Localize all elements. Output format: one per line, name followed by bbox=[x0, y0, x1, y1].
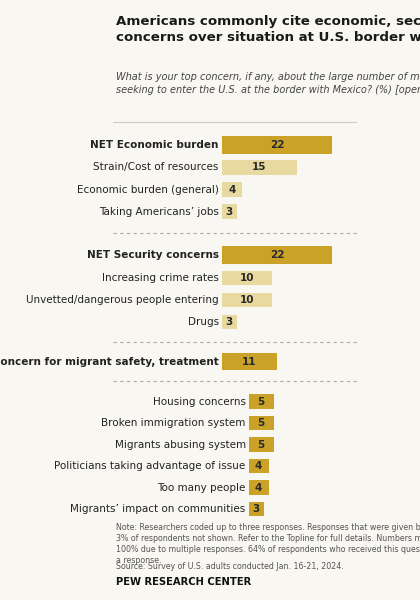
Text: Drugs: Drugs bbox=[188, 317, 219, 327]
Text: 15: 15 bbox=[252, 163, 267, 172]
Bar bbox=[222, 160, 297, 175]
Text: Source: Survey of U.S. adults conducted Jan. 16-21, 2024.: Source: Survey of U.S. adults conducted … bbox=[116, 562, 344, 571]
Text: 4: 4 bbox=[228, 185, 236, 194]
Text: 3: 3 bbox=[252, 504, 260, 514]
Text: Housing concerns: Housing concerns bbox=[152, 397, 246, 407]
Text: Note: Researchers coded up to three responses. Responses that were given by fewe: Note: Researchers coded up to three resp… bbox=[116, 523, 420, 565]
Text: NET Concern for migrant safety, treatment: NET Concern for migrant safety, treatmen… bbox=[0, 356, 219, 367]
Text: Politicians taking advantage of issue: Politicians taking advantage of issue bbox=[54, 461, 246, 471]
Text: Migrants abusing system: Migrants abusing system bbox=[115, 440, 246, 449]
Bar bbox=[249, 481, 269, 494]
Bar bbox=[249, 459, 269, 473]
Bar bbox=[249, 416, 274, 430]
Text: 4: 4 bbox=[255, 461, 262, 471]
Text: Unvetted/dangerous people entering: Unvetted/dangerous people entering bbox=[26, 295, 219, 305]
Text: 4: 4 bbox=[255, 482, 262, 493]
Text: Broken immigration system: Broken immigration system bbox=[101, 418, 246, 428]
Text: 11: 11 bbox=[242, 356, 257, 367]
Text: 22: 22 bbox=[270, 250, 284, 260]
Text: Increasing crime rates: Increasing crime rates bbox=[102, 273, 219, 283]
Text: Economic burden (general): Economic burden (general) bbox=[77, 185, 219, 194]
Text: NET Security concerns: NET Security concerns bbox=[87, 250, 219, 260]
Text: 22: 22 bbox=[270, 140, 284, 150]
Text: 10: 10 bbox=[239, 273, 254, 283]
Bar bbox=[222, 182, 242, 197]
Text: 3: 3 bbox=[226, 206, 233, 217]
Bar bbox=[249, 437, 274, 452]
Text: 5: 5 bbox=[257, 418, 265, 428]
Text: 10: 10 bbox=[239, 295, 254, 305]
Text: What is your top concern, if any, about the large number of migrants
seeking to : What is your top concern, if any, about … bbox=[116, 72, 420, 95]
Bar bbox=[222, 136, 332, 154]
Text: Americans commonly cite economic, security
concerns over situation at U.S. borde: Americans commonly cite economic, securi… bbox=[116, 14, 420, 44]
Text: NET Economic burden: NET Economic burden bbox=[90, 140, 219, 150]
Text: Migrants’ impact on communities: Migrants’ impact on communities bbox=[71, 504, 246, 514]
Bar bbox=[249, 502, 264, 516]
Bar bbox=[222, 315, 237, 329]
Bar bbox=[222, 271, 272, 285]
Text: Strain/Cost of resources: Strain/Cost of resources bbox=[93, 163, 219, 172]
Bar bbox=[222, 246, 332, 264]
Bar bbox=[222, 353, 277, 370]
Bar bbox=[222, 293, 272, 307]
Bar bbox=[249, 394, 274, 409]
Text: Too many people: Too many people bbox=[157, 482, 246, 493]
Text: 3: 3 bbox=[226, 317, 233, 327]
Text: PEW RESEARCH CENTER: PEW RESEARCH CENTER bbox=[116, 577, 251, 587]
Text: 5: 5 bbox=[257, 397, 265, 407]
Text: 5: 5 bbox=[257, 440, 265, 449]
Text: Taking Americans’ jobs: Taking Americans’ jobs bbox=[99, 206, 219, 217]
Bar bbox=[222, 205, 237, 219]
